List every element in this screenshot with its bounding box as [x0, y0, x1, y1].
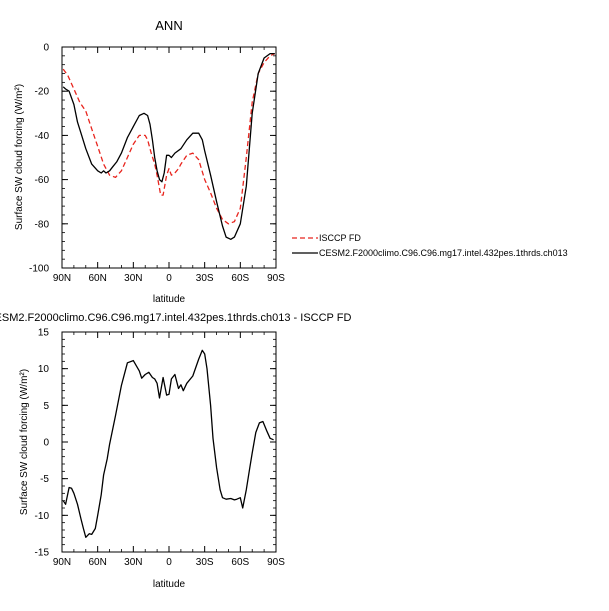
- top-panel-x-axis-label: latitude: [153, 294, 186, 305]
- bottom-panel: CESM2.F2000climo.C96.C96.mg17.intel.432p…: [0, 312, 351, 590]
- y-tick-label: -20: [35, 87, 50, 98]
- y-tick-label: -10: [35, 511, 50, 522]
- bottom-panel-plot-frame: [61, 331, 277, 553]
- y-tick-label: 0: [43, 438, 49, 449]
- x-tick-label: 60N: [88, 273, 106, 284]
- x-tick-label: 90S: [267, 273, 285, 284]
- y-tick-label: -80: [35, 219, 50, 230]
- x-tick-label: 90N: [53, 273, 71, 284]
- x-tick-label: 30S: [196, 273, 214, 284]
- top-panel-title: ANN: [155, 18, 182, 33]
- series-line-0: [62, 53, 276, 225]
- y-tick-label: 0: [43, 43, 49, 54]
- bottom-panel-title: CESM2.F2000climo.C96.C96.mg17.intel.432p…: [0, 312, 351, 324]
- y-tick-label: 15: [38, 328, 50, 339]
- x-tick-label: 60N: [88, 557, 106, 568]
- y-tick-label: -100: [29, 264, 49, 275]
- x-tick-label: 90S: [267, 557, 285, 568]
- x-tick-label: 90N: [53, 557, 71, 568]
- x-tick-label: 30N: [124, 557, 142, 568]
- bottom-panel-y-axis-label: Surface SW cloud forcing (W/m²): [19, 369, 30, 515]
- legend-label-cesm: CESM2.F2000climo.C96.C96.mg17.intel.432p…: [319, 248, 568, 258]
- x-tick-label: 0: [166, 557, 172, 568]
- bottom-panel-x-axis-label: latitude: [153, 579, 186, 590]
- y-tick-label: -5: [40, 474, 49, 485]
- y-tick-label: 10: [38, 364, 50, 375]
- y-tick-label: 5: [43, 401, 49, 412]
- top-panel: ANN Surface SW cloud forcing (W/m²) lati…: [14, 18, 285, 305]
- x-tick-label: 60S: [231, 557, 249, 568]
- x-tick-label: 0: [166, 273, 172, 284]
- legend-label-isccp: ISCCP FD: [319, 233, 361, 243]
- top-panel-plot-frame: [61, 46, 277, 269]
- legend: ISCCP FD CESM2.F2000climo.C96.C96.mg17.i…: [292, 233, 568, 258]
- y-tick-label: -15: [35, 548, 50, 559]
- series-line-1: [62, 52, 275, 240]
- top-panel-y-axis-label: Surface SW cloud forcing (W/m²): [14, 84, 25, 230]
- y-tick-label: -60: [35, 175, 50, 186]
- x-tick-label: 30N: [124, 273, 142, 284]
- y-tick-label: -40: [35, 131, 50, 142]
- x-tick-label: 60S: [231, 273, 249, 284]
- series-line-0: [62, 349, 274, 538]
- x-tick-label: 30S: [196, 557, 214, 568]
